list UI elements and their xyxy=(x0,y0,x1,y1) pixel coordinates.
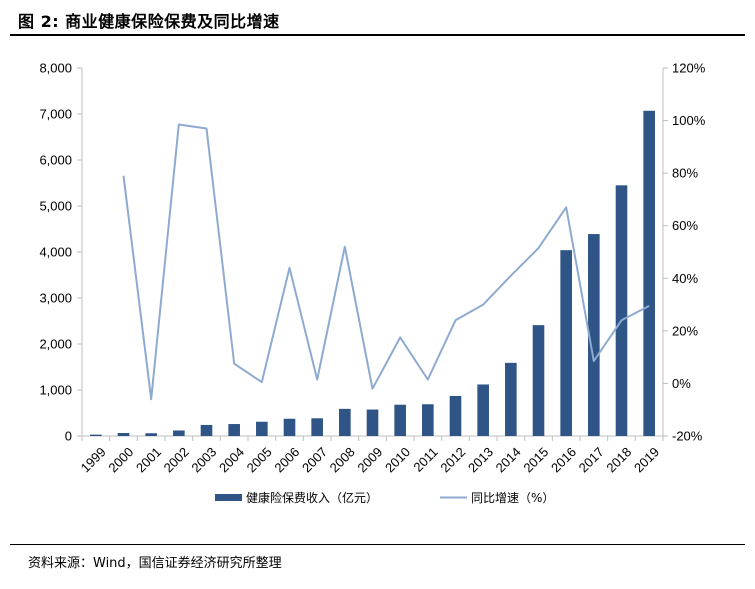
left-y-axis: 0 1,000 2,000 3,000 4,000 5,000 6,000 7,000 8,00… xyxy=(39,61,83,444)
x-tick-label: 2003 xyxy=(188,444,219,475)
x-tick-label: 2017 xyxy=(576,444,607,475)
x-tick-label: 2010 xyxy=(382,444,413,475)
left-tick-label: 0 xyxy=(65,429,72,444)
right-tick-label: 100% xyxy=(672,113,706,128)
bar xyxy=(615,185,628,436)
bar-series xyxy=(90,110,655,436)
legend-bar-swatch xyxy=(215,494,242,501)
x-tick-label: 2004 xyxy=(216,444,247,475)
bar xyxy=(117,433,130,436)
source-note: 资料来源：Wind，国信证券经济研究所整理 xyxy=(28,556,282,571)
bar xyxy=(366,409,379,436)
right-tick-label: 120% xyxy=(672,61,706,76)
bar xyxy=(560,250,572,436)
right-tick-label: 20% xyxy=(672,323,698,338)
right-tick-label: 0% xyxy=(672,376,691,391)
figure-title: 图 2: 商业健康保险保费及同比增速 xyxy=(18,12,280,31)
bar xyxy=(643,110,655,436)
bar xyxy=(173,430,185,436)
title-divider xyxy=(10,34,745,36)
bar xyxy=(422,404,434,436)
left-tick-label: 3,000 xyxy=(39,291,72,306)
x-axis: 1999200020012002200320042005200620072008… xyxy=(78,435,664,475)
bar xyxy=(145,433,157,436)
x-tick-label: 2005 xyxy=(244,444,275,475)
bar xyxy=(200,424,213,436)
left-tick-label: 2,000 xyxy=(39,337,72,352)
bar xyxy=(588,234,600,436)
x-tick-label: 2016 xyxy=(548,444,579,475)
legend: 健康险保费收入（亿元） 同比增速（%） xyxy=(215,490,554,505)
bar xyxy=(339,408,351,436)
legend-line-label: 同比增速（%） xyxy=(471,491,554,505)
figure-header: 图 2: 商业健康保险保费及同比增速 xyxy=(10,6,745,36)
right-tick-label: 80% xyxy=(672,166,698,181)
bar xyxy=(256,421,268,436)
x-tick-label: 2014 xyxy=(493,444,524,475)
combo-chart: 0 1,000 2,000 3,000 4,000 5,000 6,000 7,000 8,00… xyxy=(39,61,706,506)
bar xyxy=(449,395,462,436)
source-divider xyxy=(10,544,745,545)
bar xyxy=(311,418,323,436)
x-tick-label: 2015 xyxy=(520,444,551,475)
left-tick-label: 1,000 xyxy=(39,383,72,398)
left-tick-label: 7,000 xyxy=(39,107,72,122)
x-tick-label: 2013 xyxy=(465,444,496,475)
line-series xyxy=(122,123,650,401)
growth-line xyxy=(122,123,650,401)
x-tick-label: 2011 xyxy=(410,444,440,474)
x-tick-label: 2018 xyxy=(603,444,634,475)
right-tick-label: 60% xyxy=(672,218,698,233)
right-tick-label: -20% xyxy=(672,429,703,444)
x-tick-label: 2009 xyxy=(354,444,385,475)
x-tick-label: 2019 xyxy=(631,444,662,475)
right-y-axis: -20% 0% 20% 40% 60% 80% 100% 120% xyxy=(662,61,706,444)
bar xyxy=(228,424,240,436)
bar xyxy=(283,418,296,436)
bar xyxy=(394,404,406,436)
x-tick-label: 2002 xyxy=(161,444,192,475)
x-tick-label: 2006 xyxy=(271,444,302,475)
bar xyxy=(90,434,102,436)
right-tick-label: 40% xyxy=(672,271,698,286)
x-tick-label: 2007 xyxy=(299,444,330,475)
x-tick-label: 2000 xyxy=(105,444,136,475)
left-tick-label: 5,000 xyxy=(39,199,72,214)
bar xyxy=(532,325,545,436)
x-tick-label: 2001 xyxy=(133,444,164,475)
left-tick-label: 6,000 xyxy=(39,153,72,168)
bar xyxy=(505,362,517,436)
legend-bar-label: 健康险保费收入（亿元） xyxy=(246,490,378,505)
left-tick-label: 4,000 xyxy=(39,245,72,260)
x-tick-label: 2008 xyxy=(327,444,358,475)
left-tick-label: 8,000 xyxy=(39,61,72,76)
x-tick-label: 2012 xyxy=(437,444,468,475)
bar xyxy=(477,384,489,436)
x-tick-label: 1999 xyxy=(78,444,109,475)
